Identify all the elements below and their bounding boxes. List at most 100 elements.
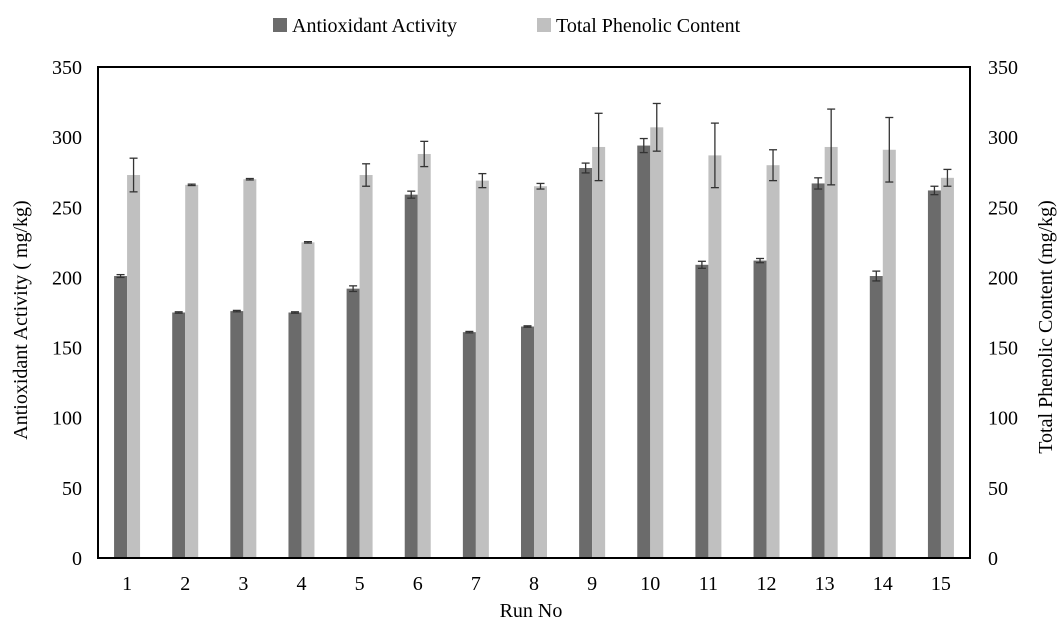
error-bar-total-phenolic-content-run-15	[943, 168, 952, 187]
error-bar-antioxidant-activity-run-12	[756, 257, 765, 264]
x-tick-label: 5	[355, 573, 365, 595]
y-tick-label-right: 100	[988, 408, 1018, 430]
bar-antioxidant-activity-run-13	[811, 183, 825, 559]
bar-total-phenolic-content-run-7	[475, 180, 489, 559]
y-tick-label-right: 300	[988, 127, 1018, 149]
x-tick-label: 12	[757, 573, 777, 595]
x-axis-title: Run No	[500, 600, 563, 622]
y-tick-label-right: 350	[988, 57, 1018, 79]
ticks-group: 0 0 50 50 100 100 150 150 200 200 250 250 300 300 350 3…	[52, 57, 1018, 595]
error-bar-total-phenolic-content-run-13	[827, 108, 836, 186]
bar-antioxidant-activity-run-4	[288, 312, 302, 558]
bar-total-phenolic-content-run-1	[127, 175, 141, 558]
y-tick-label-left: 300	[52, 127, 82, 149]
x-tick-label: 11	[699, 573, 718, 595]
error-bar-total-phenolic-content-run-6	[420, 140, 429, 168]
y-tick-label-right: 200	[988, 267, 1018, 289]
legend-swatch-total-phenolic-content	[537, 18, 551, 32]
bar-antioxidant-activity-run-7	[462, 332, 476, 558]
bar-antioxidant-activity-run-15	[927, 190, 941, 559]
x-tick-label: 8	[529, 573, 539, 595]
bar-total-phenolic-content-run-10	[650, 127, 664, 558]
error-bar-antioxidant-activity-run-15	[930, 185, 939, 196]
error-bar-antioxidant-activity-run-13	[814, 177, 823, 190]
y-axis-title-right: Total Phenolic Content (mg/kg)	[1035, 200, 1057, 454]
y-tick-label-left: 150	[52, 338, 82, 360]
error-bar-total-phenolic-content-run-10	[652, 102, 661, 152]
error-bar-antioxidant-activity-run-6	[407, 190, 416, 199]
error-bar-total-phenolic-content-run-14	[885, 116, 894, 183]
y-tick-label-left: 50	[62, 478, 82, 500]
bar-total-phenolic-content-run-8	[534, 186, 547, 558]
error-bar-antioxidant-activity-run-3	[232, 309, 241, 313]
y-tick-label-right: 50	[988, 478, 1008, 500]
y-tick-label-right: 0	[988, 548, 998, 570]
error-bar-antioxidant-activity-run-1	[116, 273, 125, 279]
bar-total-phenolic-content-run-12	[766, 165, 780, 558]
bar-antioxidant-activity-run-11	[695, 264, 709, 558]
error-bar-total-phenolic-content-run-1	[129, 157, 138, 193]
y-tick-label-left: 350	[52, 57, 82, 79]
error-bar-antioxidant-activity-run-14	[872, 270, 881, 282]
x-tick-label: 13	[815, 573, 835, 595]
x-tick-label: 7	[471, 573, 481, 595]
error-bar-total-phenolic-content-run-11	[710, 122, 719, 189]
error-bar-total-phenolic-content-run-5	[362, 163, 371, 187]
error-bar-antioxidant-activity-run-7	[465, 330, 474, 334]
legend: Antioxidant Activity Total Phenolic Cont…	[273, 15, 741, 37]
bar-antioxidant-activity-run-6	[404, 194, 418, 558]
bar-antioxidant-activity-run-3	[230, 311, 244, 558]
bar-antioxidant-activity-run-8	[521, 326, 534, 558]
bar-total-phenolic-content-run-4	[301, 242, 315, 558]
error-bar-antioxidant-activity-run-2	[174, 311, 183, 314]
bar-total-phenolic-content-run-5	[359, 175, 373, 558]
x-tick-label: 3	[238, 573, 248, 595]
x-tick-label: 6	[413, 573, 423, 595]
error-bar-total-phenolic-content-run-2	[187, 183, 196, 187]
y-tick-label-right: 250	[988, 197, 1018, 219]
bar-total-phenolic-content-run-3	[243, 179, 257, 558]
plot-area-frame	[97, 66, 971, 559]
x-tick-label: 4	[296, 573, 306, 595]
bar-antioxidant-activity-run-14	[869, 276, 883, 558]
bar-antioxidant-activity-run-10	[637, 145, 651, 558]
bars-group	[114, 102, 954, 559]
error-bar-total-phenolic-content-run-9	[594, 112, 603, 182]
error-bar-antioxidant-activity-run-11	[697, 260, 706, 269]
bar-total-phenolic-content-run-15	[940, 177, 954, 558]
x-tick-label: 14	[873, 573, 893, 595]
bar-total-phenolic-content-run-11	[708, 155, 722, 558]
y-tick-label-left: 100	[52, 408, 82, 430]
error-bar-total-phenolic-content-run-8	[536, 182, 545, 190]
legend-label-antioxidant-activity: Antioxidant Activity	[292, 15, 457, 37]
bar-total-phenolic-content-run-2	[185, 184, 199, 558]
bar-total-phenolic-content-run-6	[417, 153, 431, 558]
y-tick-label-left: 250	[52, 197, 82, 219]
error-bar-antioxidant-activity-run-9	[581, 162, 590, 174]
bar-antioxidant-activity-run-5	[346, 288, 360, 558]
x-tick-label: 15	[931, 573, 951, 595]
x-tick-label: 9	[587, 573, 597, 595]
bar-antioxidant-activity-run-9	[579, 168, 593, 558]
y-tick-label-left: 0	[72, 548, 82, 570]
x-tick-label: 10	[640, 573, 660, 595]
error-bar-antioxidant-activity-run-4	[290, 311, 299, 314]
bar-total-phenolic-content-run-9	[592, 146, 606, 558]
error-bar-total-phenolic-content-run-4	[303, 241, 312, 244]
bar-antioxidant-activity-run-12	[753, 260, 767, 558]
bar-antioxidant-activity-run-2	[172, 312, 186, 558]
error-bar-total-phenolic-content-run-7	[478, 172, 487, 189]
error-bar-antioxidant-activity-run-5	[349, 285, 358, 293]
legend-label-total-phenolic-content: Total Phenolic Content	[556, 15, 741, 37]
y-axis-title-left: Antioxidant Activity ( mg/kg)	[10, 200, 32, 439]
x-tick-label: 2	[180, 573, 190, 595]
bar-total-phenolic-content-run-13	[824, 146, 838, 558]
bar-antioxidant-activity-run-1	[114, 276, 128, 558]
y-tick-label-right: 150	[988, 338, 1018, 360]
bar-total-phenolic-content-run-14	[882, 149, 896, 559]
y-tick-label-left: 200	[52, 267, 82, 289]
error-bar-antioxidant-activity-run-8	[523, 325, 532, 328]
error-bar-antioxidant-activity-run-10	[639, 137, 648, 154]
error-bar-total-phenolic-content-run-12	[769, 149, 778, 182]
